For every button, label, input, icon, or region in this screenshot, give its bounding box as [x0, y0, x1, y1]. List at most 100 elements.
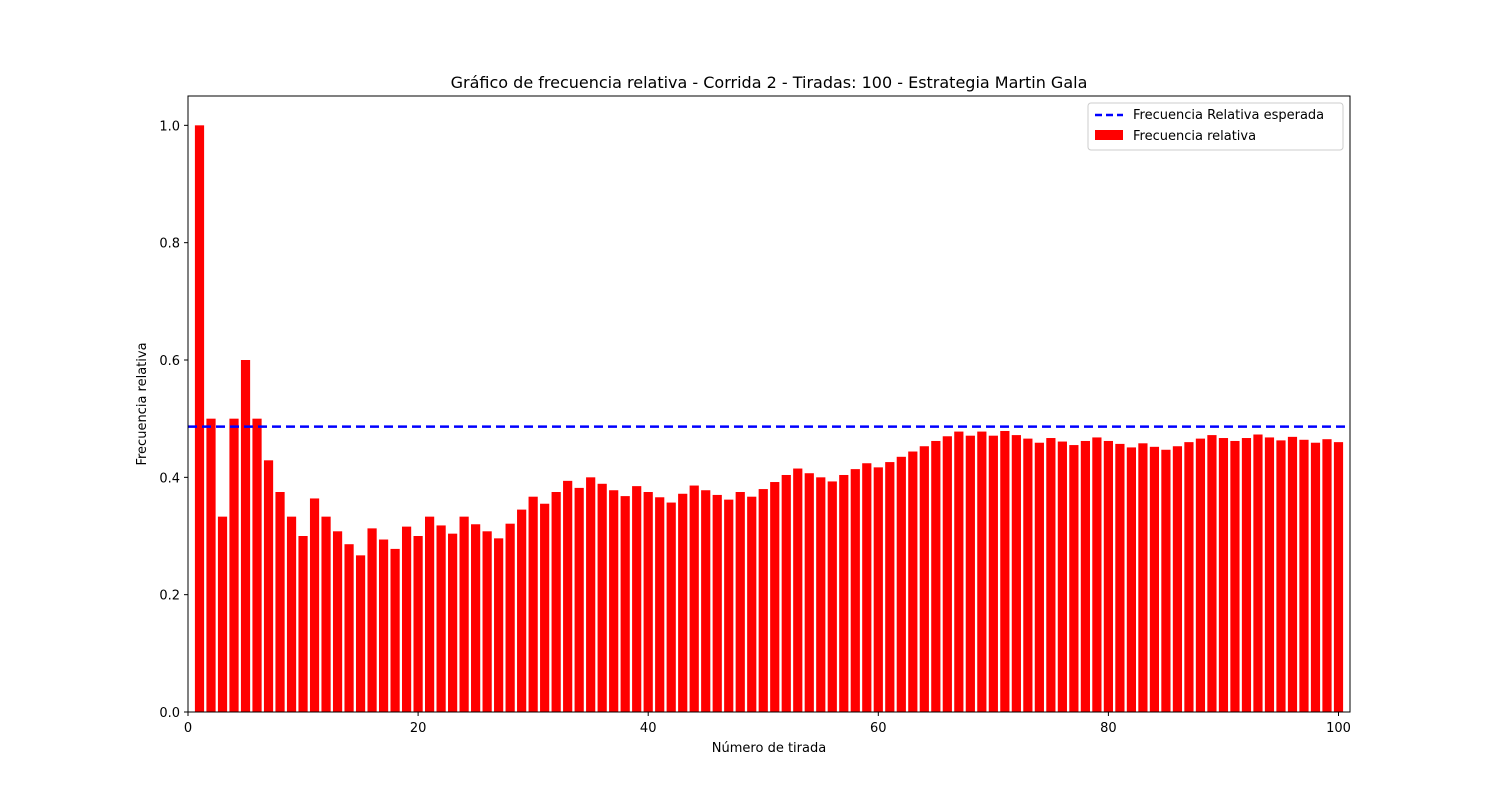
legend-expected-label: Frecuencia Relativa esperada	[1133, 108, 1324, 123]
bar	[689, 485, 699, 712]
bar	[574, 487, 584, 712]
bar	[1080, 440, 1090, 712]
bar	[931, 440, 941, 712]
bar	[839, 474, 849, 712]
x-tick-label: 80	[1100, 721, 1117, 736]
bar	[1069, 445, 1079, 712]
bar	[229, 418, 239, 712]
bar	[298, 536, 308, 712]
bar	[505, 523, 515, 712]
y-axis-ticks: 0.0 0.2 0.4 0.6 0.8 1.0	[159, 119, 188, 721]
bar	[367, 528, 377, 712]
bar	[401, 526, 412, 712]
bar	[1184, 442, 1194, 712]
bar	[712, 494, 722, 712]
bar	[1092, 437, 1102, 712]
bar	[724, 499, 734, 712]
bar	[1322, 439, 1332, 712]
bar	[540, 503, 550, 712]
y-axis-label: Frecuencia relativa	[135, 342, 150, 465]
bar	[1161, 449, 1171, 712]
bar	[1126, 447, 1137, 712]
bar	[977, 431, 987, 712]
bar	[263, 460, 274, 712]
bar	[1264, 437, 1275, 712]
bar	[1218, 438, 1229, 712]
bar	[597, 483, 607, 712]
bar	[1241, 438, 1252, 712]
bar	[1287, 436, 1298, 712]
x-tick-label: 40	[640, 721, 657, 736]
y-tick-label: 0.4	[159, 471, 180, 486]
bar	[563, 480, 573, 712]
legend-box	[1087, 102, 1344, 151]
bar	[666, 502, 676, 712]
bar	[1115, 443, 1125, 712]
bar	[678, 493, 688, 712]
bar	[286, 516, 297, 712]
bar	[528, 496, 538, 712]
bar	[827, 481, 837, 712]
x-tick-label: 20	[410, 721, 427, 736]
legend-bar-label: Frecuencia relativa	[1133, 129, 1256, 144]
bar	[908, 451, 918, 712]
bar	[494, 538, 504, 712]
bar	[643, 492, 653, 712]
bar	[355, 555, 366, 712]
bar	[988, 435, 998, 712]
x-tick-label: 0	[184, 721, 192, 736]
bar	[517, 509, 527, 712]
bar	[275, 492, 285, 712]
bar	[240, 360, 251, 712]
bar	[321, 516, 331, 712]
bar	[1011, 435, 1021, 712]
bar	[1000, 430, 1010, 712]
bar	[1149, 446, 1160, 712]
bar	[1195, 438, 1206, 712]
plot-area: 0 20 40 60 80 100 0.0 0.2 0.4 0.6 0.8 1.0	[159, 95, 1351, 736]
bar	[965, 435, 975, 712]
y-tick-label: 0.8	[159, 237, 180, 252]
x-axis-ticks: 0 20 40 60 80 100	[184, 712, 1351, 736]
chart-title: Gráfico de frecuencia relativa - Corrida…	[451, 73, 1088, 92]
y-tick-label: 1.0	[159, 119, 180, 134]
bar	[862, 463, 872, 712]
x-tick-label: 60	[870, 721, 887, 736]
x-tick-label: 100	[1326, 721, 1351, 736]
bar	[632, 486, 642, 712]
bar	[793, 468, 803, 712]
bar	[873, 467, 883, 712]
bar	[1138, 443, 1148, 712]
bar	[1034, 442, 1044, 712]
bar	[620, 496, 630, 712]
bar	[781, 474, 791, 712]
bar	[609, 490, 619, 712]
bar	[413, 536, 423, 712]
bars-group	[194, 125, 1344, 713]
bar	[954, 431, 964, 712]
bar	[1207, 435, 1217, 712]
bar	[1333, 442, 1344, 712]
y-tick-label: 0.0	[159, 706, 180, 721]
y-tick-label: 0.2	[159, 589, 180, 604]
bar	[770, 482, 780, 712]
bar	[217, 516, 228, 712]
bar	[1299, 439, 1309, 712]
bar	[1057, 441, 1067, 712]
bar	[885, 462, 895, 712]
bar	[804, 473, 814, 712]
bar	[758, 489, 768, 712]
bar	[206, 418, 216, 712]
legend-bar-swatch	[1095, 130, 1123, 140]
axes-frame	[187, 95, 1351, 713]
bar	[816, 477, 826, 712]
bar	[919, 446, 929, 712]
bar	[850, 469, 860, 712]
bar	[252, 418, 262, 712]
bar	[1253, 434, 1263, 712]
bar	[459, 516, 469, 712]
bar	[390, 548, 400, 712]
bar	[586, 477, 596, 712]
bar	[1023, 438, 1033, 712]
